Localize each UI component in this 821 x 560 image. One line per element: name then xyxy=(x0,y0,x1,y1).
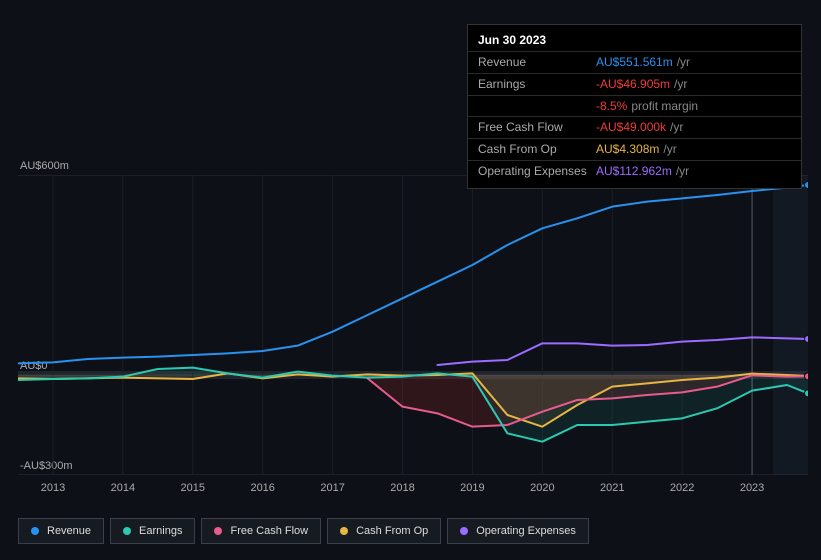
tooltip-suffix: /yr xyxy=(670,119,683,136)
tooltip-suffix: /yr xyxy=(663,141,676,158)
tooltip-value: AU$4.308m xyxy=(596,141,659,158)
tooltip-label: Cash From Op xyxy=(478,141,596,158)
legend-cash-from-op[interactable]: Cash From Op xyxy=(327,518,441,544)
chart-legend: Revenue Earnings Free Cash Flow Cash From O… xyxy=(18,518,589,544)
x-tick: 2021 xyxy=(600,482,624,494)
x-tick: 2019 xyxy=(460,482,484,494)
tooltip-date: Jun 30 2023 xyxy=(468,31,801,51)
chart-tooltip: Jun 30 2023 RevenueAU$551.561m/yrEarning… xyxy=(467,24,802,189)
legend-revenue[interactable]: Revenue xyxy=(18,518,104,544)
tooltip-row: Cash From OpAU$4.308m/yr xyxy=(468,138,801,160)
x-tick: 2016 xyxy=(250,482,274,494)
x-tick: 2013 xyxy=(41,482,65,494)
tooltip-value: -AU$49.000k xyxy=(596,119,666,136)
x-axis: 2013 2014 2015 2016 2017 2018 2019 2020 2021 2022… xyxy=(18,482,808,500)
x-tick: 2017 xyxy=(320,482,344,494)
financials-chart[interactable] xyxy=(18,175,808,475)
legend-label: Cash From Op xyxy=(356,525,428,537)
legend-free-cash-flow[interactable]: Free Cash Flow xyxy=(201,518,321,544)
tooltip-label: Free Cash Flow xyxy=(478,119,596,136)
tooltip-label: Revenue xyxy=(478,54,596,71)
tooltip-row: Free Cash Flow-AU$49.000k/yr xyxy=(468,116,801,138)
tooltip-label: Operating Expenses xyxy=(478,163,596,180)
x-tick: 2014 xyxy=(111,482,135,494)
y-tick-600: AU$600m xyxy=(20,160,69,172)
tooltip-suffix: /yr xyxy=(676,163,689,180)
x-tick: 2023 xyxy=(740,482,764,494)
tooltip-suffix: profit margin xyxy=(631,98,698,115)
legend-dot-icon xyxy=(340,527,348,535)
x-tick: 2022 xyxy=(670,482,694,494)
legend-label: Free Cash Flow xyxy=(230,525,308,537)
legend-label: Revenue xyxy=(47,525,91,537)
legend-label: Earnings xyxy=(139,525,182,537)
tooltip-row: Earnings-AU$46.905m/yr xyxy=(468,73,801,95)
tooltip-row: RevenueAU$551.561m/yr xyxy=(468,51,801,73)
tooltip-value: AU$551.561m xyxy=(596,54,673,71)
legend-dot-icon xyxy=(214,527,222,535)
legend-dot-icon xyxy=(31,527,39,535)
tooltip-row: Operating ExpensesAU$112.962m/yr xyxy=(468,160,801,182)
x-tick: 2018 xyxy=(390,482,414,494)
legend-dot-icon xyxy=(123,527,131,535)
tooltip-label: Earnings xyxy=(478,76,596,93)
x-tick: 2015 xyxy=(181,482,205,494)
tooltip-suffix: /yr xyxy=(674,76,687,93)
tooltip-value: AU$112.962m xyxy=(596,163,672,180)
x-tick: 2020 xyxy=(530,482,554,494)
legend-earnings[interactable]: Earnings xyxy=(110,518,195,544)
tooltip-row: -8.5%profit margin xyxy=(468,95,801,117)
legend-label: Operating Expenses xyxy=(476,525,576,537)
legend-operating-expenses[interactable]: Operating Expenses xyxy=(447,518,589,544)
tooltip-label xyxy=(478,98,596,115)
tooltip-value: -8.5% xyxy=(596,98,627,115)
series-revenue xyxy=(18,185,808,363)
tooltip-value: -AU$46.905m xyxy=(596,76,670,93)
tooltip-suffix: /yr xyxy=(677,54,690,71)
legend-dot-icon xyxy=(460,527,468,535)
